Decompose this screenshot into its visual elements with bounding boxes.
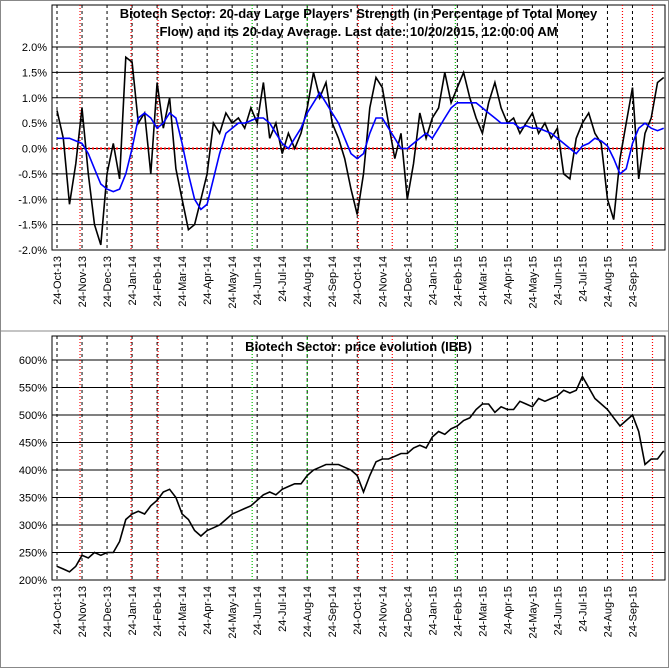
x-tick-label: 24-Apr-14 [202,256,214,305]
y-tick-label: 500% [19,410,47,422]
x-tick-label: 24-Oct-14 [352,256,364,305]
x-tick-label: 24-Dec-14 [402,586,414,637]
y-tick-label: 0.5% [22,118,47,130]
chart-title: Biotech Sector: price evolution (IBB) [245,339,472,354]
x-tick-label: 24-Jun-14 [252,256,264,306]
y-tick-label: -1.0% [18,194,47,206]
x-tick-label: 24-Nov-13 [77,256,89,307]
x-tick-label: 24-Jun-15 [552,586,564,636]
x-tick-label: 24-Jul-14 [277,586,289,632]
y-tick-label: 200% [19,575,47,587]
x-tick-label: 24-Jul-14 [277,256,289,302]
plot-area [51,335,666,581]
x-tick-label: 24-May-14 [227,256,239,309]
x-tick-label: 24-Sep-15 [627,256,639,307]
x-tick-label: 24-Sep-14 [327,586,339,637]
x-tick-label: 24-Aug-14 [302,586,314,637]
data-line [56,374,665,573]
x-tick-label: 24-Feb-15 [452,586,464,637]
x-tick-label: 24-Mar-14 [177,586,189,637]
data-line [56,55,665,246]
x-tick-label: 24-Aug-14 [302,256,314,307]
y-tick-label: 600% [19,355,47,367]
x-tick-label: 24-Nov-14 [377,256,389,307]
x-tick-label: 24-Nov-13 [77,586,89,637]
x-tick-label: 24-Sep-14 [327,256,339,307]
x-tick-label: 24-Jan-15 [427,586,439,636]
x-tick-label: 24-May-15 [527,586,539,639]
y-tick-label: -2.0% [18,245,47,257]
x-tick-label: 24-Feb-15 [452,256,464,307]
x-tick-label: 24-Apr-15 [502,256,514,305]
x-tick-label: 24-Jan-14 [127,256,139,306]
y-tick-label: 350% [19,493,47,505]
x-tick-label: 24-Jan-15 [427,256,439,306]
chart-title: Biotech Sector: 20-day Large Players' St… [120,6,598,21]
x-tick-label: 24-Aug-15 [602,256,614,307]
chart-title: Flow) and its 20-day Average. Last date:… [159,24,557,39]
x-tick-label: 24-Oct-13 [52,586,64,635]
x-tick-label: 24-Oct-14 [352,586,364,635]
x-tick-label: 24-Jul-15 [577,256,589,302]
x-tick-label: 24-Mar-15 [477,256,489,307]
x-tick-label: 24-Mar-14 [177,256,189,307]
x-tick-label: 24-Apr-15 [502,586,514,635]
x-tick-label: 24-Jun-15 [552,256,564,306]
y-tick-label: 2.0% [22,42,47,54]
y-tick-label: 550% [19,383,47,395]
data-line [57,91,664,211]
y-tick-label: 250% [19,548,47,560]
x-tick-label: 24-Nov-14 [377,586,389,637]
y-tick-label: 300% [19,520,47,532]
y-tick-label: -0.5% [18,169,47,181]
x-tick-label: 24-Feb-14 [152,586,164,637]
x-tick-label: 24-Dec-13 [102,586,114,637]
x-tick-label: 24-Dec-14 [402,256,414,307]
x-tick-label: 24-Jan-14 [127,586,139,636]
x-tick-label: 24-Sep-15 [627,586,639,637]
x-tick-label: 24-Jul-15 [577,586,589,632]
x-tick-label: 24-Aug-15 [602,586,614,637]
y-tick-label: 400% [19,465,47,477]
y-tick-label: 1.5% [22,67,47,79]
x-tick-label: 24-Jun-14 [252,586,264,636]
x-tick-label: 24-Feb-14 [152,256,164,307]
y-tick-label: 1.0% [22,93,47,105]
x-tick-label: 24-May-15 [527,256,539,309]
y-tick-label: 450% [19,438,47,450]
y-tick-label: 0.0% [22,144,47,156]
x-tick-label: 24-Dec-13 [102,256,114,307]
x-tick-label: 24-Mar-15 [477,586,489,637]
y-tick-label: -1.5% [18,220,47,232]
x-tick-label: 24-Apr-14 [202,586,214,635]
x-tick-label: 24-Oct-13 [52,256,64,305]
x-tick-label: 24-May-14 [227,586,239,639]
